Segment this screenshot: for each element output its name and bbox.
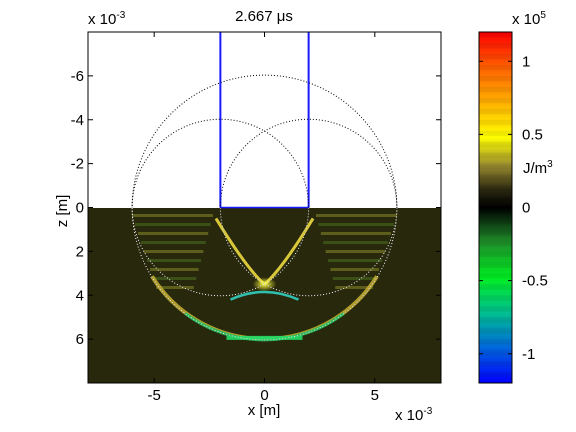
colorbar-band: [479, 317, 512, 323]
colorbar-band: [479, 64, 512, 71]
colorbar-label: J/m3: [523, 159, 553, 177]
colorbar-band: [479, 185, 512, 192]
field-stripe-right: [330, 268, 379, 271]
colorbar-band: [479, 42, 512, 49]
colorbar-band: [479, 196, 512, 203]
colorbar-band: [479, 32, 512, 38]
colorbar-gradient: [479, 32, 512, 383]
colorbar-tick-label: -1: [522, 346, 535, 363]
field-stripe-right: [316, 214, 397, 217]
colorbar: 1 0.5 0 -0.5 -1 x 105 J/m3: [478, 10, 553, 384]
colorbar-tick-label: 0: [522, 200, 530, 217]
y-axis: -6 -4 -2 0 2 4 6: [71, 68, 441, 348]
wavefront-circle-lower: [131, 208, 398, 341]
field-stripe-right: [323, 241, 388, 244]
colorbar-ticks: 1 0.5 0 -0.5 -1: [479, 53, 548, 363]
field-stripe-left: [144, 250, 204, 253]
field-stripe-left: [150, 268, 199, 271]
colorbar-band: [479, 328, 512, 334]
field-stripe-left: [156, 286, 194, 289]
colorbar-band: [479, 372, 512, 378]
field-stripe-left: [132, 214, 213, 217]
field-stripe-right: [320, 232, 391, 235]
source-outline: [219, 32, 310, 209]
wavefront-circle-lower: [131, 208, 310, 297]
focus-spot: [252, 277, 277, 292]
colorbar-band: [479, 141, 512, 148]
wavefront-circle-lower: [219, 208, 398, 297]
field-stripe-right: [328, 259, 382, 262]
field-stripe-left: [141, 241, 206, 244]
colorbar-band: [479, 295, 512, 301]
x-axis-label: x [m]: [248, 402, 281, 419]
colorbar-bands: [479, 32, 512, 378]
focus-trail: [229, 290, 300, 301]
colorbar-tick-label: -0.5: [522, 273, 548, 290]
field-stripe-right: [318, 223, 394, 226]
colorbar-tick-label: 0.5: [522, 126, 543, 143]
y-tick-label: 4: [76, 287, 84, 304]
colorbar-band: [479, 339, 512, 345]
colorbar-band: [479, 97, 512, 104]
y-tick-label: -4: [71, 112, 84, 129]
y-axis-label: z [m]: [54, 195, 71, 228]
y-tick-label: 0: [76, 200, 84, 217]
colorbar-band: [479, 130, 512, 137]
y-tick-label: -2: [71, 156, 84, 173]
x-tick-label: -5: [148, 387, 161, 404]
colorbar-band: [479, 119, 512, 126]
colorbar-band: [479, 229, 512, 235]
colorbar-tick-label: 1: [522, 53, 530, 70]
field-stripe-left: [153, 277, 197, 280]
chart-title: 2.667 μs: [235, 8, 293, 25]
x-axis: -5 0 5: [148, 32, 379, 404]
field-stripe-right: [335, 286, 373, 289]
field-stripe-left: [147, 259, 201, 262]
y-tick-label: 2: [76, 243, 84, 260]
wavefront-circles-medium: [131, 208, 398, 341]
heatmap: [88, 208, 441, 383]
colorbar-band: [479, 53, 512, 60]
colorbar-band: [479, 75, 512, 82]
colorbar-exponent-label: x 105: [512, 10, 546, 28]
colorbar-band: [479, 240, 512, 246]
x-tick-label: 5: [371, 387, 379, 404]
wavefront-circles: [131, 74, 398, 341]
x-tick-label: 0: [260, 387, 268, 404]
field-stripe-left: [135, 223, 211, 226]
colorbar-band: [479, 273, 512, 279]
colorbar-band: [479, 306, 512, 312]
colorbar-band: [479, 361, 512, 367]
wavefront-band-bottom: [226, 335, 303, 340]
field-stripe-left: [138, 232, 209, 235]
colorbar-band: [479, 251, 512, 257]
y-exponent-label: x 10-3: [88, 10, 126, 28]
colorbar-band: [479, 262, 512, 268]
field-stripe-right: [332, 277, 376, 280]
colorbar-band: [479, 86, 512, 93]
colorbar-band: [479, 350, 512, 356]
x-exponent-label: x 10-3: [395, 406, 433, 424]
colorbar-band: [479, 152, 512, 159]
colorbar-band: [479, 163, 512, 170]
colorbar-band: [479, 284, 512, 290]
field-stripe-right: [325, 250, 385, 253]
colorbar-band: [479, 207, 512, 213]
y-tick-label: -6: [71, 68, 84, 85]
y-tick-label: 6: [76, 331, 84, 348]
colorbar-band: [479, 174, 512, 181]
colorbar-band: [479, 108, 512, 115]
colorbar-band: [479, 218, 512, 224]
